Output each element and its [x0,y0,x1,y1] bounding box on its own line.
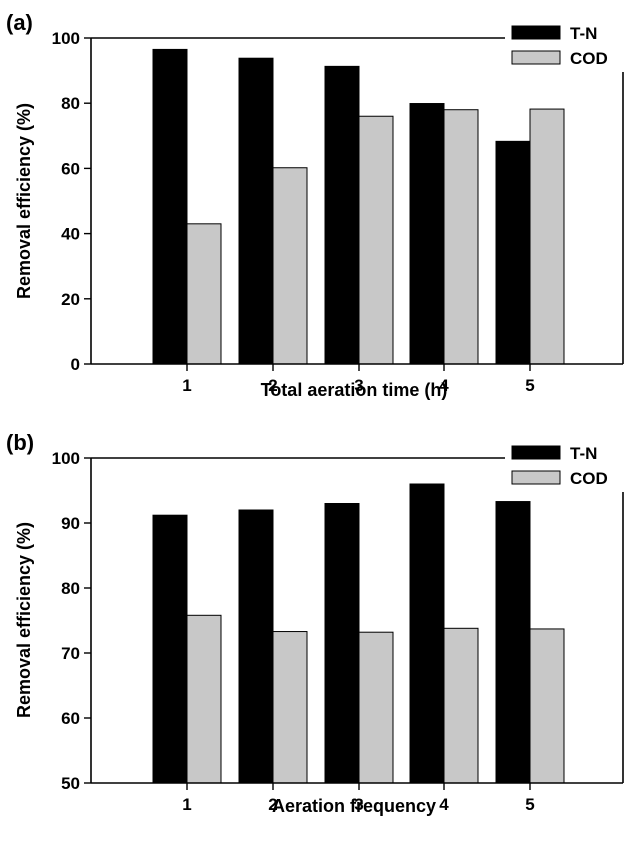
bar-cod-4 [443,627,479,784]
x-tick-label: 3 [354,376,363,395]
legend-label: COD [570,49,608,68]
bar-t-n-3 [324,503,360,784]
legend-swatch-t-n [511,445,561,460]
bar-t-n-1 [152,514,188,784]
x-tick-label: 3 [354,795,363,814]
y-tick-label: 80 [61,94,80,113]
legend-swatch-t-n [511,25,561,40]
y-tick-label: 20 [61,290,80,309]
y-tick-label: 60 [61,709,80,728]
x-tick-label: 5 [525,376,534,395]
panel-label: (a) [6,10,33,35]
bar-t-n-1 [152,48,188,365]
legend-swatch-cod [511,470,561,485]
x-tick-label: 5 [525,795,534,814]
legend-label: COD [570,469,608,488]
x-tick-label: 4 [439,376,449,395]
bar-t-n-5 [495,501,531,784]
y-tick-label: 100 [52,449,80,468]
y-tick-label: 0 [71,355,80,374]
legend-label: T-N [570,444,597,463]
x-tick-label: 2 [268,376,277,395]
bar-cod-4 [443,109,479,365]
x-tick-label: 2 [268,795,277,814]
bar-cod-5 [529,108,565,365]
chart-panel-b: (b) 50 60 70 80 90 100 1 2 3 4 5 Aeration frequency R… [6,430,624,816]
bar-cod-5 [529,628,565,784]
bar-t-n-2 [238,509,274,784]
y-tick-label: 60 [61,159,80,178]
chart-panel-a: (a) 0 20 40 60 80 100 1 2 3 4 5 Total aeration time … [6,10,624,400]
bar-t-n-3 [324,65,360,365]
bar-t-n-4 [409,483,445,784]
bar-cod-3 [358,115,394,365]
y-tick-label: 50 [61,774,80,793]
bar-cod-1 [186,614,222,784]
bar-t-n-4 [409,103,445,365]
y-axis-title: Removal efficiency (%) [14,103,34,299]
bar-cod-1 [186,223,222,365]
x-axis-title: Total aeration time (h) [261,380,448,400]
x-axis-title: Aeration frequency [272,796,436,816]
bar-cod-3 [358,631,394,784]
y-tick-label: 90 [61,514,80,533]
bar-cod-2 [272,631,308,784]
y-tick-label: 70 [61,644,80,663]
y-axis-title: Removal efficiency (%) [14,522,34,718]
panel-label: (b) [6,430,34,455]
x-tick-label: 1 [182,376,191,395]
legend-label: T-N [570,24,597,43]
bar-t-n-5 [495,140,531,365]
x-tick-label: 4 [439,795,449,814]
bar-t-n-2 [238,57,274,365]
y-tick-label: 100 [52,29,80,48]
legend-swatch-cod [511,50,561,65]
y-tick-label: 80 [61,579,80,598]
y-tick-label: 40 [61,225,80,244]
bar-cod-2 [272,167,308,365]
x-tick-label: 1 [182,795,191,814]
